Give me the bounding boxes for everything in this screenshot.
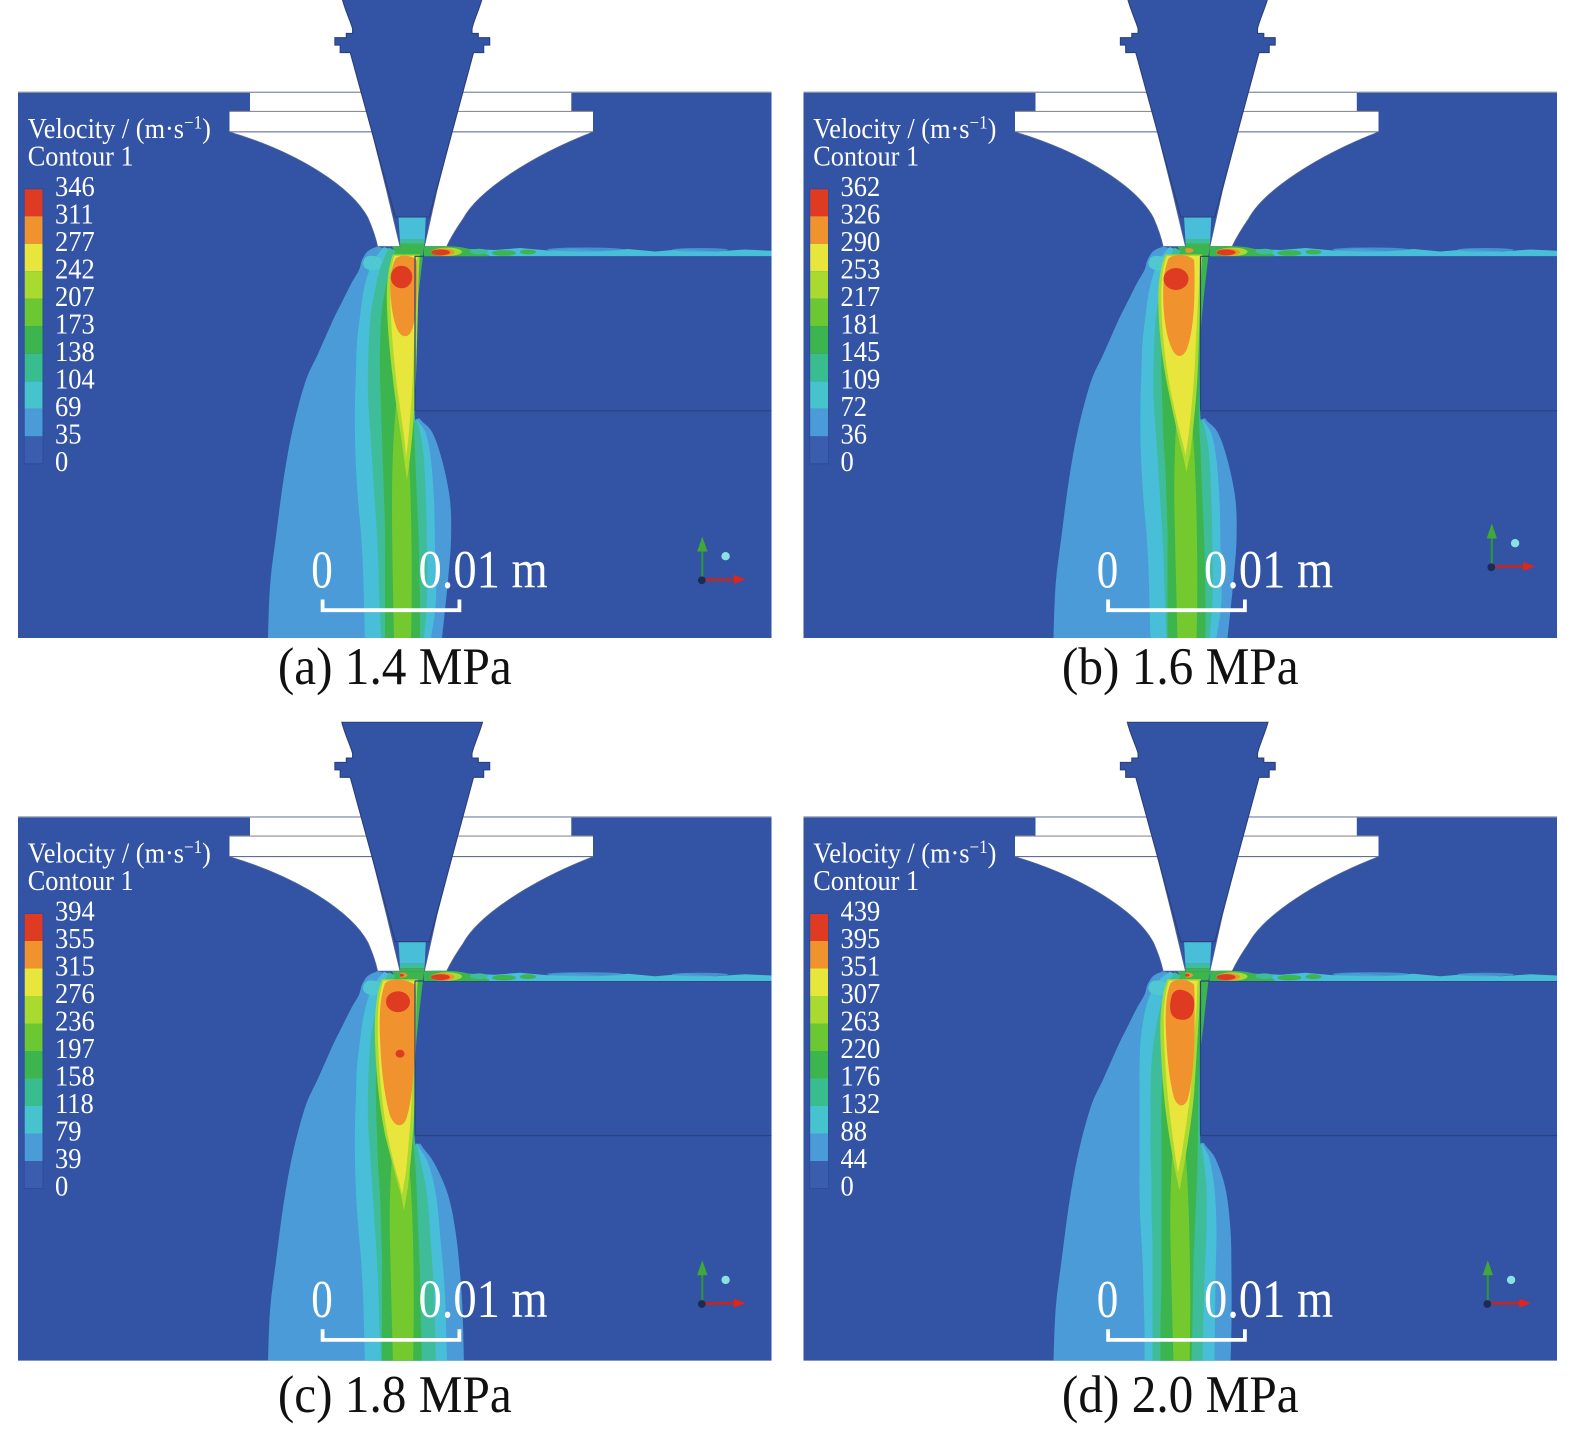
svg-text:132: 132	[841, 1087, 881, 1119]
svg-text:0: 0	[841, 1170, 854, 1202]
svg-text:39: 39	[55, 1142, 82, 1174]
svg-text:395: 395	[841, 922, 881, 954]
svg-text:138: 138	[55, 335, 95, 367]
svg-text:277: 277	[55, 225, 95, 257]
svg-text:276: 276	[55, 977, 95, 1009]
svg-text:79: 79	[55, 1115, 82, 1147]
svg-text:44: 44	[841, 1142, 868, 1174]
svg-text:236: 236	[55, 1005, 95, 1037]
svg-text:220: 220	[841, 1032, 881, 1064]
svg-text:72: 72	[841, 390, 868, 422]
svg-text:439: 439	[841, 895, 881, 927]
svg-text:Contour 1: Contour 1	[813, 141, 919, 172]
svg-text:(a) 1.4 MPa: (a) 1.4 MPa	[278, 637, 512, 696]
svg-text:351: 351	[841, 950, 881, 982]
svg-text:176: 176	[841, 1060, 881, 1092]
svg-text:104: 104	[55, 362, 95, 394]
svg-text:35: 35	[55, 417, 82, 449]
svg-text:Contour 1: Contour 1	[813, 865, 919, 896]
svg-text:88: 88	[841, 1115, 868, 1147]
svg-text:307: 307	[841, 977, 881, 1009]
svg-text:242: 242	[55, 252, 95, 284]
svg-text:355: 355	[55, 922, 95, 954]
svg-text:69: 69	[55, 390, 82, 422]
svg-text:290: 290	[841, 225, 881, 257]
svg-text:197: 197	[55, 1032, 95, 1064]
svg-text:253: 253	[841, 252, 881, 284]
svg-text:Contour 1: Contour 1	[28, 865, 134, 896]
svg-text:394: 394	[55, 895, 95, 927]
svg-text:0: 0	[841, 445, 854, 477]
svg-text:36: 36	[841, 417, 868, 449]
svg-text:118: 118	[55, 1087, 94, 1119]
svg-text:158: 158	[55, 1060, 95, 1092]
svg-text:Velocity / (m·s−1): Velocity / (m·s−1)	[28, 112, 211, 144]
svg-text:109: 109	[841, 362, 881, 394]
svg-text:207: 207	[55, 280, 95, 312]
svg-text:145: 145	[841, 335, 881, 367]
svg-text:217: 217	[841, 280, 881, 312]
svg-text:326: 326	[841, 197, 881, 229]
svg-text:(c) 1.8 MPa: (c) 1.8 MPa	[278, 1365, 512, 1424]
svg-text:(d) 2.0 MPa: (d) 2.0 MPa	[1062, 1365, 1299, 1424]
svg-text:Contour 1: Contour 1	[28, 141, 134, 172]
svg-text:Velocity / (m·s−1): Velocity / (m·s−1)	[28, 836, 211, 868]
svg-text:Velocity / (m·s−1): Velocity / (m·s−1)	[813, 836, 996, 868]
svg-text:362: 362	[841, 170, 881, 202]
svg-text:315: 315	[55, 950, 95, 982]
svg-text:0: 0	[55, 445, 68, 477]
svg-text:173: 173	[55, 307, 95, 339]
svg-text:181: 181	[841, 307, 881, 339]
svg-text:346: 346	[55, 170, 95, 202]
svg-text:(b) 1.6 MPa: (b) 1.6 MPa	[1062, 637, 1299, 696]
svg-text:Velocity / (m·s−1): Velocity / (m·s−1)	[813, 112, 996, 144]
svg-text:0: 0	[55, 1170, 68, 1202]
svg-text:311: 311	[55, 197, 94, 229]
svg-text:263: 263	[841, 1005, 881, 1037]
